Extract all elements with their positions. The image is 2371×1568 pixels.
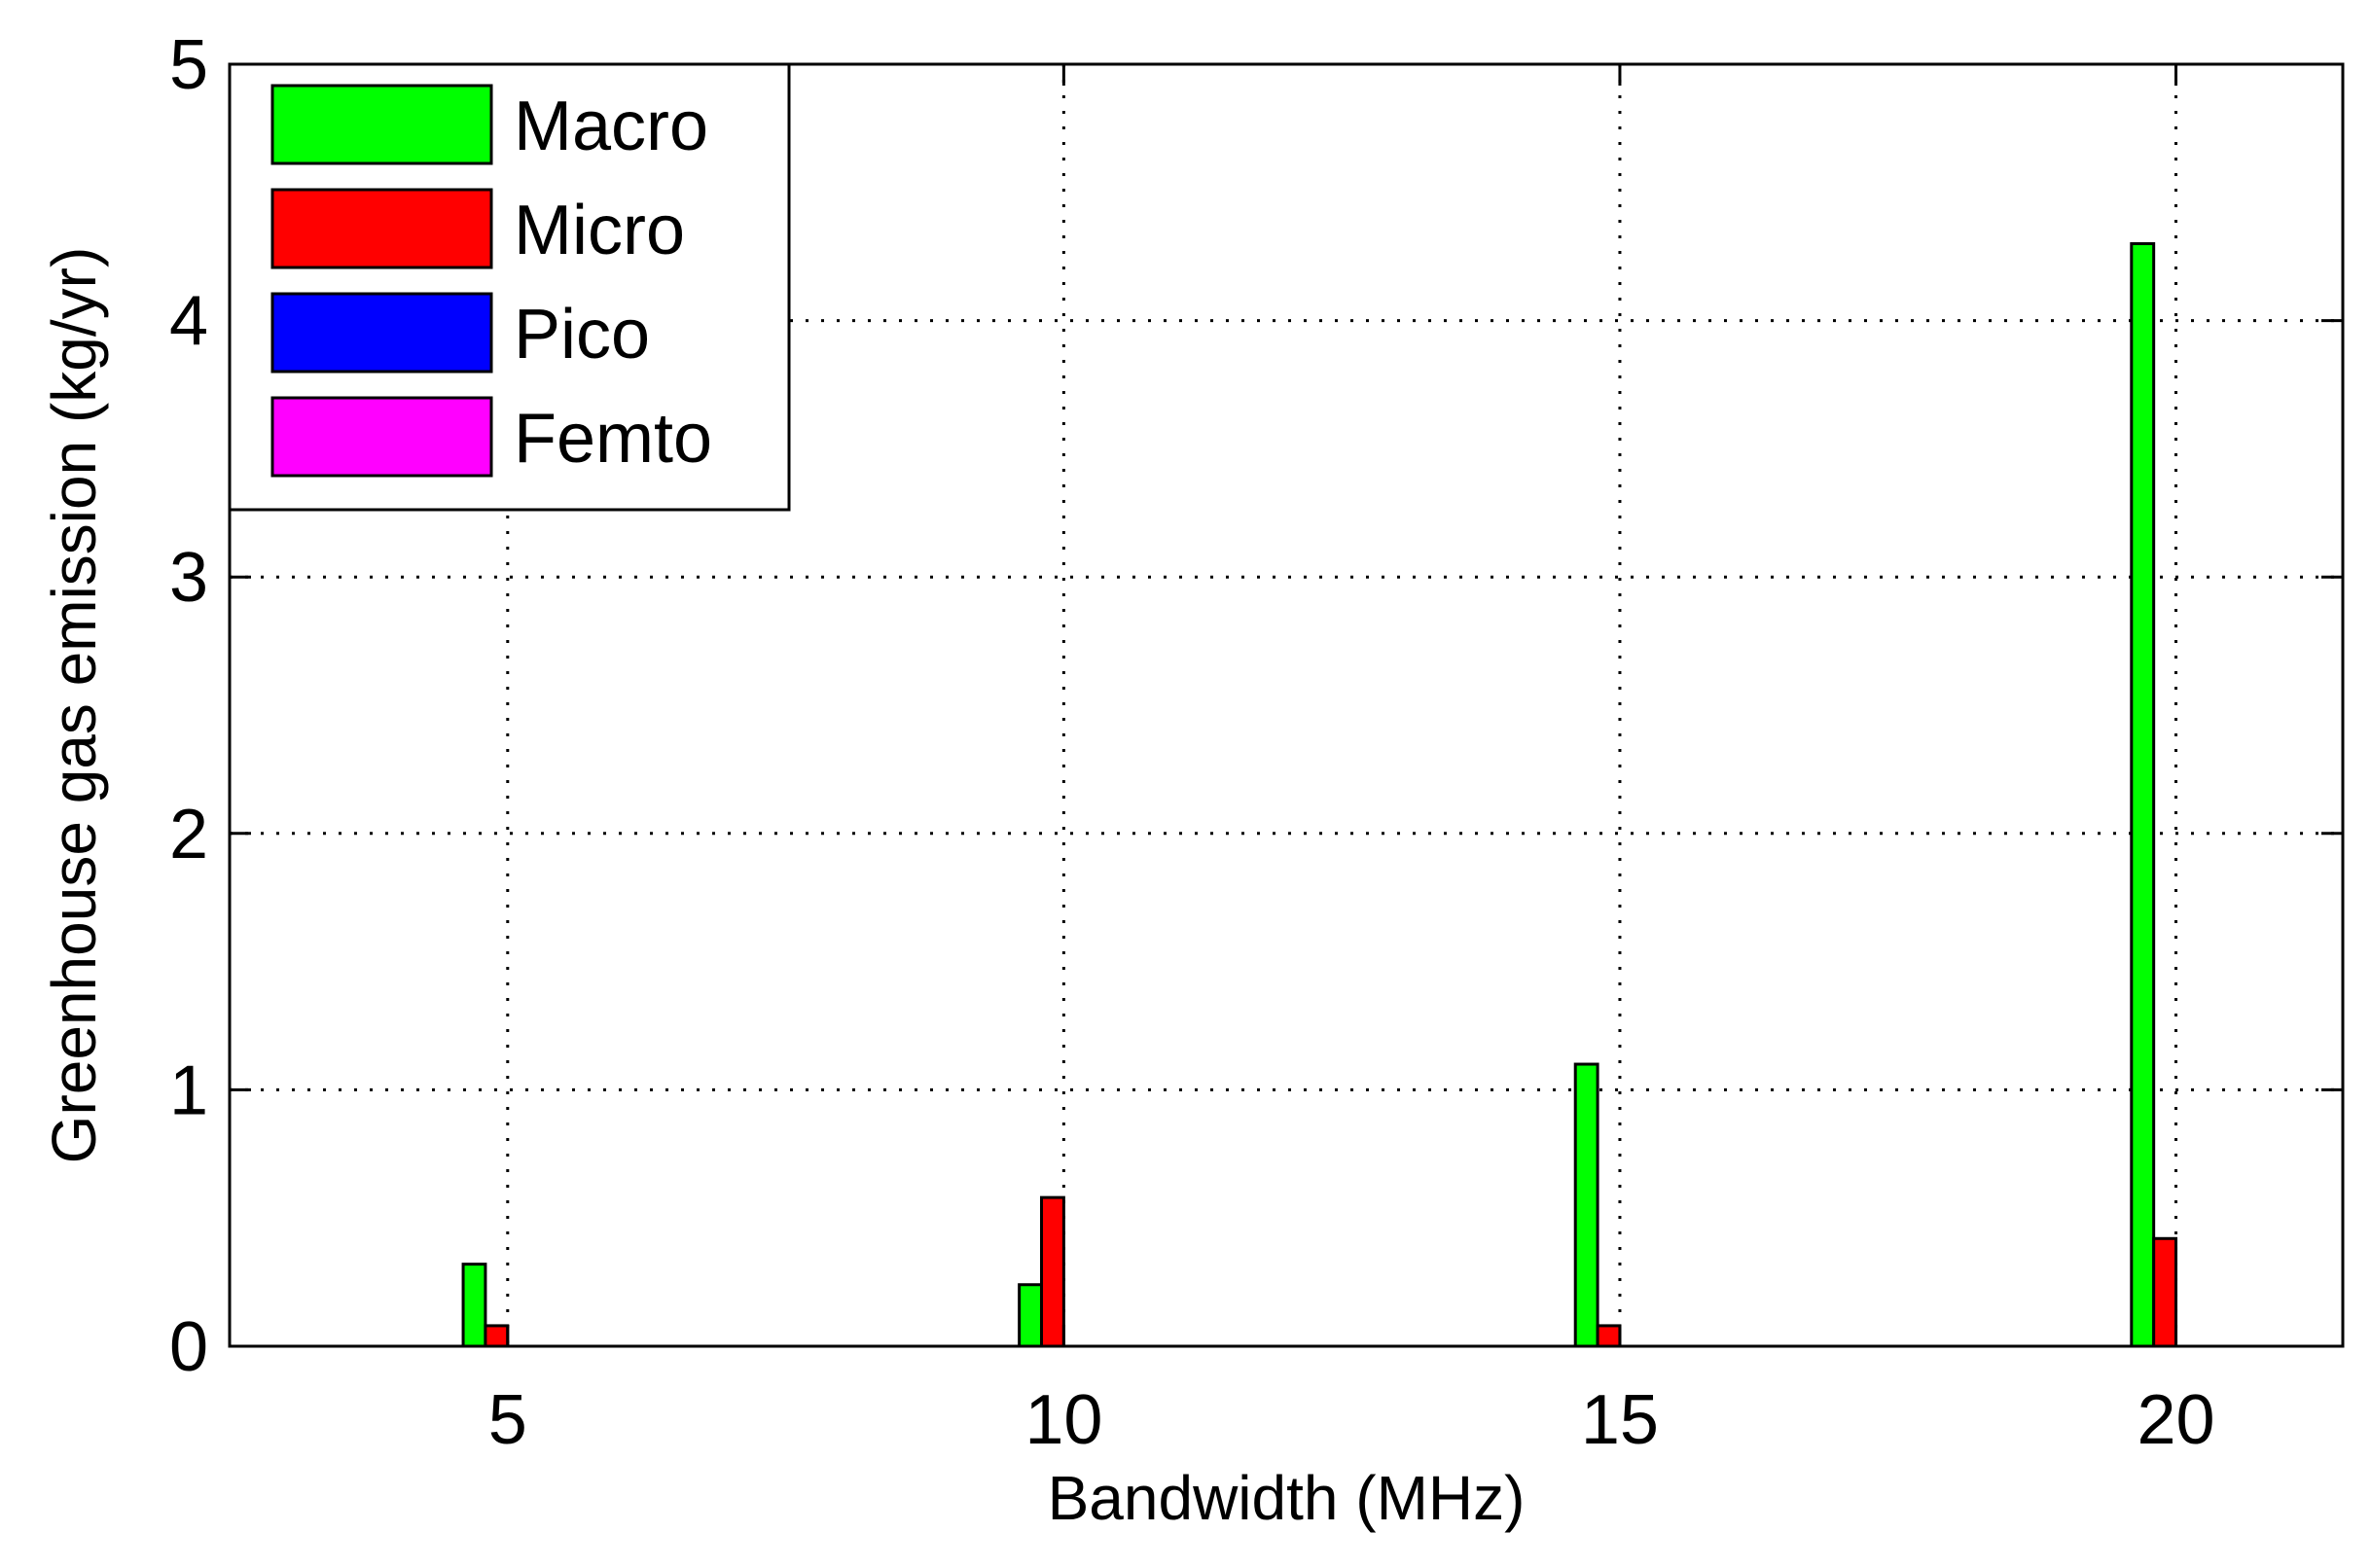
bar-macro-20 <box>2130 242 2156 1348</box>
y-tick-label: 5 <box>169 26 208 104</box>
y-tick-label: 2 <box>169 796 208 873</box>
axis-ticks: 5 10 15 20 0 1 2 3 4 5 <box>169 26 2343 1459</box>
bar-macro-15 <box>1573 1062 1599 1348</box>
bar-micro-20 <box>2152 1236 2178 1348</box>
bar-macro-10 <box>1018 1283 1044 1348</box>
x-tick-label: 20 <box>2137 1381 2214 1459</box>
legend-label-pico: Pico <box>514 296 650 374</box>
y-tick-label: 3 <box>169 539 208 617</box>
bar-macro-5 <box>461 1263 487 1348</box>
legend-swatch-pico <box>270 292 493 374</box>
bar-micro-10 <box>1040 1195 1065 1348</box>
grid-lines <box>230 64 2343 1346</box>
y-tick-label: 4 <box>169 283 208 361</box>
y-tick-label: 0 <box>169 1308 208 1386</box>
legend-label-femto: Femto <box>514 400 712 478</box>
legend-swatch-macro <box>270 84 493 165</box>
x-tick-label: 5 <box>488 1381 527 1459</box>
legend-label-macro: Macro <box>514 88 708 165</box>
x-tick-label: 10 <box>1024 1381 1102 1459</box>
legend-swatch-femto <box>270 396 493 478</box>
legend-label-micro: Micro <box>514 192 685 269</box>
bar-micro-5 <box>484 1324 510 1348</box>
y-axis-label: Greenhouse gas emission (kg/yr) <box>39 247 109 1164</box>
legend: Macro Micro Pico Femto <box>228 62 791 512</box>
y-tick-label: 1 <box>169 1051 208 1129</box>
legend-swatch-micro <box>270 188 493 269</box>
plot-frame <box>228 62 2345 1348</box>
x-axis-label: Bandwidth (MHz) <box>1048 1463 1526 1533</box>
x-tick-label: 15 <box>1581 1381 1659 1459</box>
bar-micro-15 <box>1596 1324 1622 1348</box>
